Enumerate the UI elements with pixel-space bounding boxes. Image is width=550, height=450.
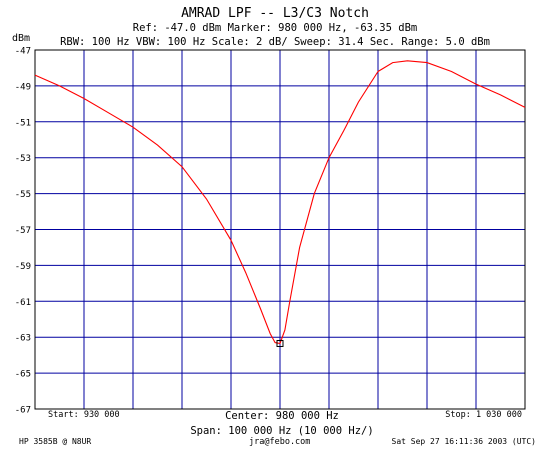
y-tick-label: -67 — [15, 406, 31, 416]
y-tick-label: -55 — [15, 190, 31, 200]
ref-marker-readout: Ref: -47.0 dBm Marker: 980 000 Hz, -63.3… — [133, 22, 417, 34]
start-frequency: Start: 930 000 — [48, 410, 120, 420]
settings-readout: RBW: 100 Hz VBW: 100 Hz Scale: 2 dB/ Swe… — [60, 36, 490, 48]
stop-frequency: Stop: 1 030 000 — [445, 410, 522, 420]
y-tick-label: -57 — [15, 226, 31, 236]
y-tick-label: -61 — [15, 298, 31, 308]
timestamp-label: Sat Sep 27 16:11:36 2003 (UTC) — [392, 437, 537, 446]
spectrum-trace — [34, 60, 526, 345]
span-readout: Span: 100 000 Hz (10 000 Hz/) — [190, 425, 373, 437]
plot-frame — [34, 49, 526, 410]
y-tick-label: -65 — [15, 370, 31, 380]
grid — [35, 50, 525, 409]
marker-symbol — [276, 339, 284, 347]
y-axis-unit: dBm — [12, 33, 30, 44]
email-label: jra@febo.com — [249, 437, 310, 447]
y-tick-label: -51 — [15, 118, 31, 128]
instrument-label: HP 3585B @ N8UR — [19, 437, 91, 446]
y-tick-label: -59 — [15, 262, 31, 272]
chart-title: AMRAD LPF -- L3/C3 Notch — [181, 6, 369, 21]
y-tick-label: -63 — [15, 334, 31, 344]
center-frequency: Center: 980 000 Hz — [225, 410, 339, 422]
y-tick-label: -47 — [15, 47, 31, 57]
y-tick-labels: -47 -49 -51 -53 -55 -57 -59 -61 -63 -65 -67 — [15, 47, 31, 416]
y-tick-label: -49 — [15, 82, 31, 92]
y-tick-label: -53 — [15, 154, 31, 164]
